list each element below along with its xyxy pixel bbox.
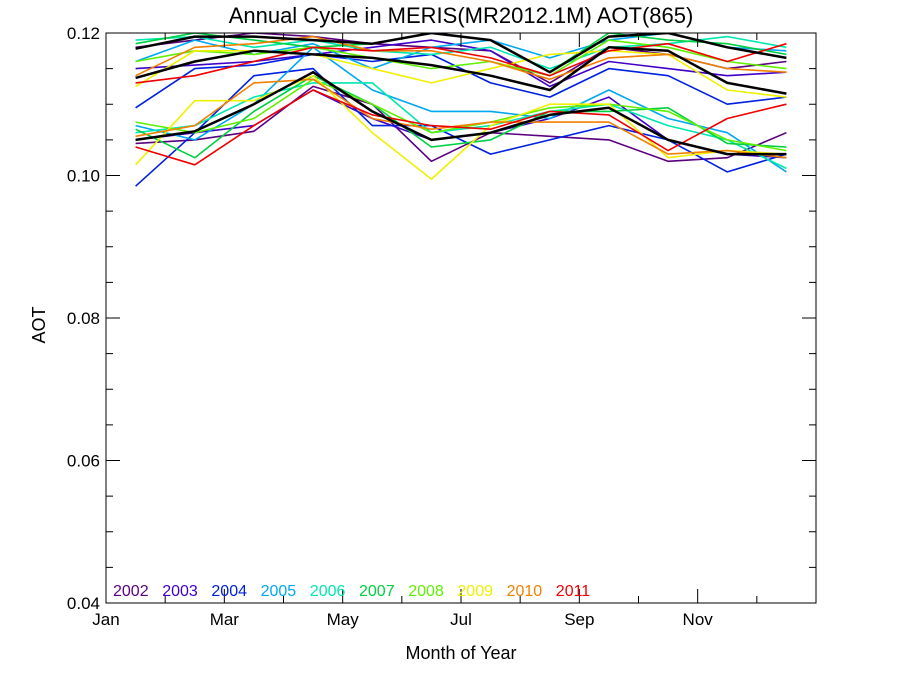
plot-frame [105, 32, 817, 604]
x-tick-label-jul: Jul [450, 610, 472, 629]
legend-entry-2008: 2008 [408, 583, 444, 600]
x-tick-labels: Jan Mar May Jul Sep Nov [92, 610, 713, 629]
y-axis-label: AOT [29, 306, 49, 343]
x-tick-label-jan: Jan [92, 610, 119, 629]
series-line-2010-16 [135, 78, 787, 159]
legend-entry-2006: 2006 [310, 583, 346, 600]
legend-entry-2005: 2005 [261, 583, 297, 600]
legend: 2002 2003 2004 2005 2006 2007 2008 2009 2010 2011 [113, 583, 590, 600]
series-layer [135, 33, 787, 187]
series-line-2006-8 [135, 35, 787, 70]
series-line-2009-14 [135, 74, 787, 180]
x-tick-label-sep: Sep [564, 610, 594, 629]
legend-entry-2007: 2007 [359, 583, 395, 600]
x-tick-label-mar: Mar [210, 610, 240, 629]
y-tick-label-3: 0.10 [67, 167, 100, 186]
chart-title: Annual Cycle in MERIS(MR2012.1M) AOT(865… [229, 3, 694, 28]
legend-entry-2003: 2003 [162, 583, 198, 600]
ticks-layer [105, 32, 816, 604]
y-tick-label-4: 0.12 [67, 24, 100, 43]
x-axis-label: Month of Year [405, 643, 516, 663]
x-tick-label-nov: Nov [683, 610, 714, 629]
legend-entry-2009: 2009 [457, 583, 493, 600]
series-line-2004-5 [135, 53, 787, 109]
y-tick-label-1: 0.06 [67, 452, 100, 471]
legend-entry-2004: 2004 [211, 583, 247, 600]
legend-entry-2002: 2002 [113, 583, 149, 600]
series-line-2007-10 [135, 74, 787, 159]
series-line-2011-18 [135, 89, 787, 166]
series-line-mean-20 [135, 70, 787, 156]
y-tick-label-2: 0.08 [67, 309, 100, 328]
series-line-2009-15 [135, 49, 787, 98]
x-tick-label-may: May [327, 610, 360, 629]
series-line-2006-9 [135, 82, 787, 170]
series-line-2005-6 [135, 46, 787, 173]
series-line-2011-19 [135, 42, 787, 84]
legend-entry-2010: 2010 [507, 583, 543, 600]
series-line-mean-21 [135, 46, 787, 95]
y-tick-labels: 0.04 0.06 0.08 0.10 0.12 [67, 24, 100, 613]
legend-entry-2011: 2011 [556, 583, 591, 600]
y-tick-label-0: 0.04 [67, 594, 100, 613]
